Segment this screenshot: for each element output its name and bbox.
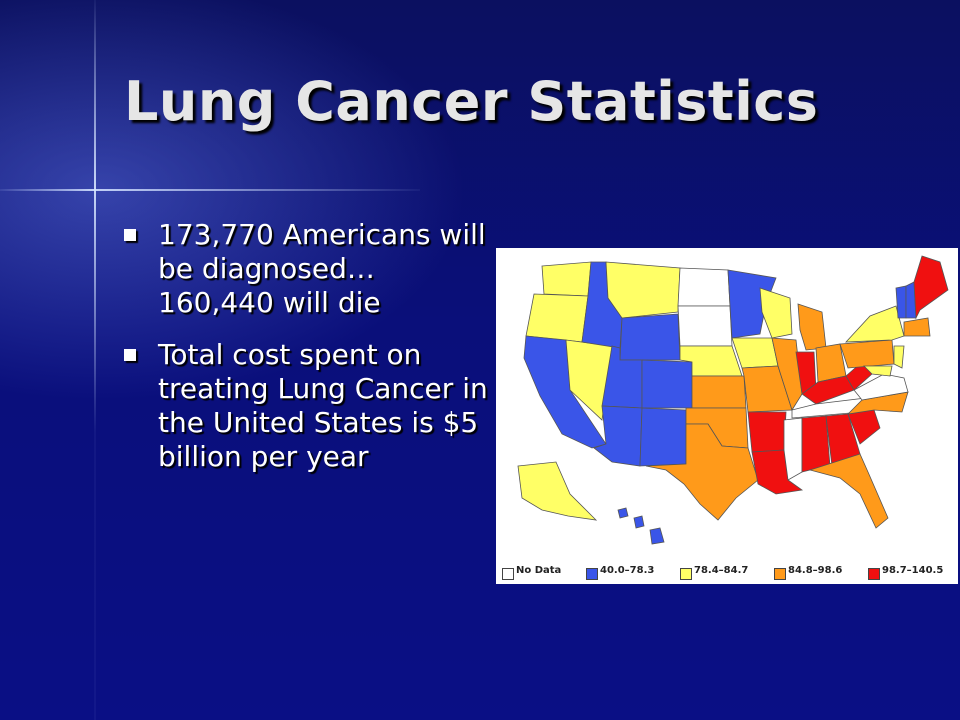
us-incidence-map: No Data 40.0–78.3 78.4–84.7 84.8–98.6 98… xyxy=(496,248,958,584)
state-colorado xyxy=(641,359,693,409)
state-illinois xyxy=(771,337,803,411)
state-wisconsin xyxy=(759,287,793,339)
bullet-list: 173,770 Americans will be diagnosed…160,… xyxy=(120,218,490,492)
state-missouri xyxy=(741,365,793,413)
map-legend: No Data 40.0–78.3 78.4–84.7 84.8–98.6 98… xyxy=(496,560,958,582)
state-maine xyxy=(913,255,949,320)
bullet-text: 173,770 Americans will be diagnosed…160,… xyxy=(158,218,486,319)
legend-label: 78.4–84.7 xyxy=(694,565,749,576)
state-new-england-south xyxy=(903,317,931,337)
state-north-dakota xyxy=(677,267,731,307)
light-flare-vertical xyxy=(94,0,96,720)
slide-title: Lung Cancer Statistics xyxy=(124,70,819,133)
state-arkansas xyxy=(747,411,787,453)
legend-swatch xyxy=(680,568,692,580)
state-florida xyxy=(808,453,889,529)
state-iowa xyxy=(731,337,779,369)
state-hawaii-3 xyxy=(649,527,665,545)
state-montana xyxy=(605,261,681,319)
state-new-mexico xyxy=(639,407,687,467)
state-hawaii-2 xyxy=(633,515,645,529)
state-maryland xyxy=(863,365,893,377)
legend-swatch xyxy=(868,568,880,580)
state-washington xyxy=(541,261,592,297)
legend-swatch xyxy=(502,568,514,580)
state-minnesota xyxy=(727,269,777,339)
state-wyoming xyxy=(619,313,681,361)
state-pennsylvania xyxy=(839,339,895,369)
bullet-text: Total cost spent on treating Lung Cancer… xyxy=(158,338,488,473)
light-flare-horizontal xyxy=(0,189,420,191)
legend-swatch xyxy=(586,568,598,580)
state-kansas xyxy=(691,375,747,409)
bullet-item: Total cost spent on treating Lung Cancer… xyxy=(120,338,490,474)
state-new-york xyxy=(845,305,905,343)
legend-label: No Data xyxy=(516,565,562,576)
square-bullet-icon xyxy=(124,229,136,241)
legend-swatch xyxy=(774,568,786,580)
state-virginia xyxy=(853,373,909,401)
state-oregon xyxy=(525,293,589,343)
us-map-graphic xyxy=(517,255,949,545)
bullet-item: 173,770 Americans will be diagnosed…160,… xyxy=(120,218,490,320)
state-mississippi xyxy=(783,417,803,481)
state-alaska xyxy=(517,461,598,521)
state-texas xyxy=(645,423,759,521)
state-michigan xyxy=(797,303,827,351)
state-south-dakota xyxy=(677,305,733,347)
state-alabama xyxy=(801,415,831,473)
legend-label: 84.8–98.6 xyxy=(788,565,843,576)
state-vermont xyxy=(895,285,907,319)
state-new-jersey xyxy=(893,345,905,369)
square-bullet-icon xyxy=(124,349,136,361)
legend-label: 40.0–78.3 xyxy=(600,565,655,576)
state-hawaii-1 xyxy=(617,507,629,519)
legend-label: 98.7–140.5 xyxy=(882,565,944,576)
